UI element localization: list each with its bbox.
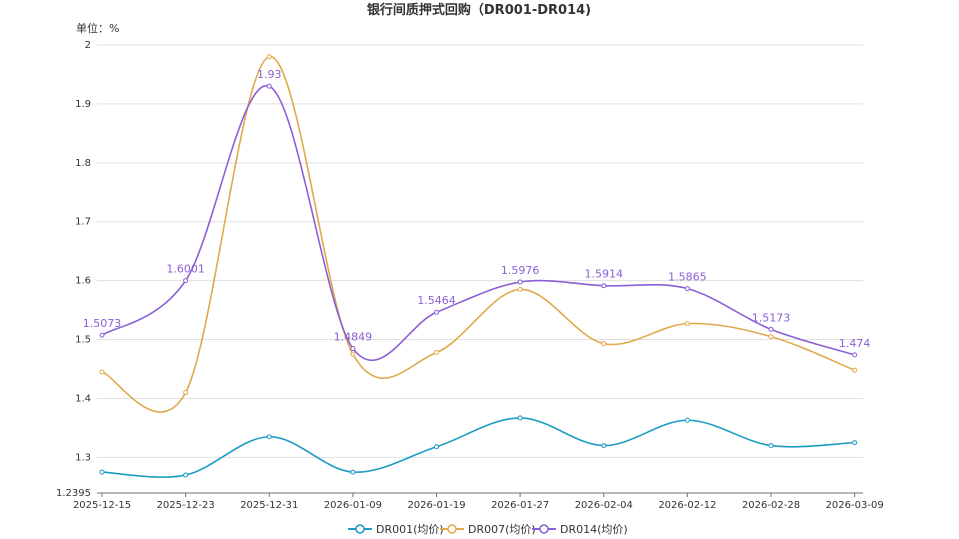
x-tick-label: 2026-01-27 (491, 500, 549, 511)
y-tick-label: 1.8 (75, 158, 91, 169)
data-point[interactable] (350, 351, 356, 357)
data-label: 1.5173 (752, 311, 791, 324)
data-point[interactable] (99, 469, 105, 475)
y-tick-label: 1.9 (75, 99, 91, 110)
data-point[interactable] (517, 286, 523, 292)
series-line (101, 85, 855, 362)
x-tick-label: 2025-12-15 (73, 500, 131, 511)
legend-marker (447, 524, 457, 534)
data-point[interactable] (434, 444, 440, 450)
data-point[interactable] (350, 469, 356, 475)
y-tick-label: 1.5 (75, 335, 91, 346)
series-line (101, 55, 855, 413)
y-axis: 1.2395 1.3 1.4 1.5 1.6 1.7 1.8 1.9 2 (56, 40, 91, 499)
legend-label: DR014(均价) (560, 523, 628, 536)
legend-label: DR001(均价) (376, 523, 444, 536)
data-label: 1.6001 (166, 263, 205, 276)
legend-marker (355, 524, 365, 534)
data-point[interactable] (684, 286, 690, 292)
data-point[interactable] (852, 440, 858, 446)
series-line (101, 417, 855, 478)
x-tick-label: 2026-01-19 (407, 500, 465, 511)
data-point[interactable] (601, 283, 607, 289)
data-point[interactable] (768, 443, 774, 449)
data-point[interactable] (852, 352, 858, 358)
data-label: 1.474 (839, 337, 871, 350)
legend[interactable]: DR001(均价) DR007(均价) DR014(均价) (348, 523, 628, 536)
x-tick-label: 2026-02-12 (658, 500, 716, 511)
y-tick-label: 2 (85, 40, 91, 51)
data-point[interactable] (183, 390, 189, 396)
data-label: 1.5976 (501, 264, 540, 277)
data-point[interactable] (183, 278, 189, 284)
y-tick-label: 1.7 (75, 217, 91, 228)
data-label: 1.4849 (334, 330, 373, 343)
data-point[interactable] (684, 321, 690, 327)
data-point[interactable] (517, 415, 523, 421)
unit-label: 单位：% (76, 21, 119, 35)
grid (97, 44, 863, 494)
x-tick-label: 2026-02-04 (575, 500, 633, 511)
data-point[interactable] (768, 326, 774, 332)
chart-title: 银行间质押式回购（DR001-DR014) (367, 2, 591, 18)
data-point[interactable] (434, 309, 440, 315)
legend-item[interactable]: DR007(均价) (440, 523, 536, 536)
data-point[interactable] (350, 345, 356, 351)
data-label: 1.93 (257, 68, 282, 81)
x-tick-label: 2025-12-31 (240, 500, 298, 511)
data-point[interactable] (768, 334, 774, 340)
data-label: 1.5073 (83, 317, 122, 330)
legend-item[interactable]: DR014(均价) (532, 523, 628, 536)
data-point[interactable] (852, 367, 858, 373)
data-point[interactable] (434, 350, 440, 356)
x-tick-label: 2025-12-23 (157, 500, 215, 511)
data-point[interactable] (266, 83, 272, 89)
data-label: 1.5464 (417, 294, 456, 307)
y-tick-label: 1.3 (75, 452, 91, 463)
legend-label: DR007(均价) (468, 523, 536, 536)
y-tick-label: 1.6 (75, 276, 91, 287)
data-point[interactable] (99, 332, 105, 338)
y-tick-label: 1.2395 (56, 488, 91, 499)
data-point[interactable] (601, 341, 607, 347)
x-axis: 2025-12-15 2025-12-23 2025-12-31 2026-01-09… (73, 492, 884, 511)
data-point[interactable] (517, 279, 523, 285)
y-tick-label: 1.4 (75, 393, 91, 404)
data-point[interactable] (99, 369, 105, 375)
x-tick-label: 2026-03-09 (826, 500, 884, 511)
data-point[interactable] (601, 443, 607, 449)
data-label: 1.5865 (668, 271, 707, 284)
legend-marker (539, 524, 549, 534)
plot-area: 1.5073 1.6001 1.93 1.4849 1.5464 1.5976 1.5914… (83, 54, 871, 478)
data-label: 1.5914 (585, 268, 624, 281)
x-tick-label: 2026-01-09 (324, 500, 382, 511)
data-point[interactable] (183, 472, 189, 478)
data-point[interactable] (266, 54, 272, 60)
x-tick-label: 2026-02-28 (742, 500, 800, 511)
data-point[interactable] (684, 417, 690, 423)
legend-item[interactable]: DR001(均价) (348, 523, 444, 536)
data-point[interactable] (266, 434, 272, 440)
